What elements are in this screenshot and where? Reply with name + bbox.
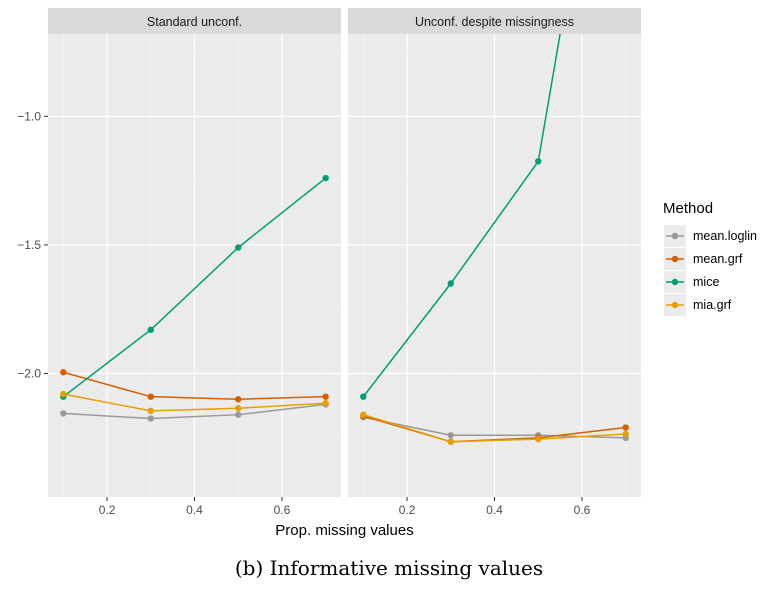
legend-key-point [671,255,679,263]
data-point-mean-loglin [235,411,242,418]
data-point-mice [447,280,454,287]
series-line-mia-grf [63,393,326,412]
facet-title: Standard unconf. [147,15,242,29]
y-tick-label: −1.0 [17,109,41,123]
data-point-mean-grf [322,393,329,400]
x-tick-label: 0.4 [486,503,503,517]
data-point-mean-grf [60,369,67,376]
data-point-mice [235,244,242,251]
legend-key-point [671,301,679,309]
x-axis-title: Prop. missing values [275,522,413,539]
data-point-mean-loglin [147,415,154,422]
figure-caption: (b) Informative missing values [234,556,544,580]
facet-strip [348,8,641,34]
data-point-mean-loglin [60,410,67,417]
data-point-mice [147,326,154,334]
data-point-mean-grf [147,393,154,400]
data-point-mia-grf [147,407,154,415]
data-point-mia-grf [322,399,329,407]
facet-title: Unconf. despite missingness [415,15,574,29]
series-line-mean-grf [63,371,326,401]
data-point-mean-grf [235,396,242,403]
data-point-mia-grf [360,411,367,418]
data-point-mia-grf [622,430,629,438]
data-point-mia-grf [535,435,542,443]
data-point-mean-grf [622,424,629,431]
series-line-mice [362,34,561,398]
data-point-mice [535,158,542,165]
data-point-mia-grf [235,405,242,412]
data-point-mean-loglin [447,432,454,439]
facet-strip [48,8,341,34]
data-point-mia-grf [60,390,67,398]
x-tick-label: 0.4 [186,503,203,517]
legend-key-point [671,232,679,240]
x-tick-label: 0.2 [99,503,116,517]
x-tick-label: 0.2 [399,503,416,517]
y-tick-label: −1.5 [17,238,41,252]
series-line-mia-grf [363,413,626,443]
y-tick-label: −2.0 [17,367,41,381]
series-line-mice [62,177,327,398]
legend-entry: mean.loglin [693,229,757,243]
data-point-mice [360,393,367,400]
x-tick-label: 0.6 [574,503,591,517]
data-point-mia-grf [447,438,454,445]
legend-entry: mia.grf [693,298,732,312]
legend-entry: mice [693,275,719,289]
data-point-mice [322,174,329,182]
series-line-mean-loglin [63,403,326,420]
legend-title: Method [663,200,713,217]
legend-key-point [671,278,679,286]
x-tick-label: 0.6 [274,503,291,517]
legend-entry: mean.grf [693,252,743,266]
